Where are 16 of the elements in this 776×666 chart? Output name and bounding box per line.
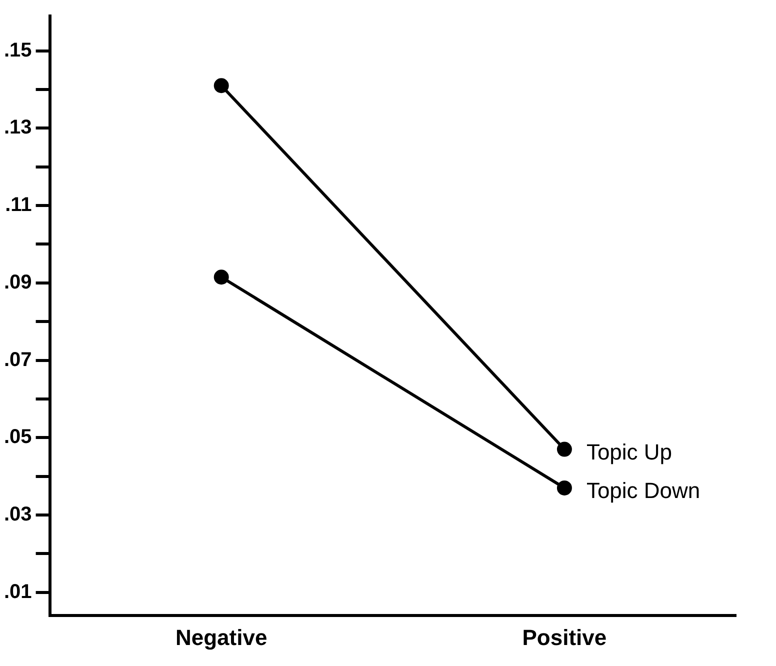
- y-tick-label: .15: [4, 39, 32, 62]
- point: [556, 442, 572, 457]
- y-tick-label: .01: [4, 580, 32, 603]
- x-tick-label: Negative: [175, 624, 268, 650]
- y-tick-label: .11: [5, 194, 32, 216]
- y-tick-label: .05: [4, 426, 32, 448]
- y-tick-label: .13: [4, 116, 32, 139]
- x-tick-label: Positive: [522, 624, 607, 650]
- y-tick-label: .03: [4, 504, 32, 526]
- series-label: Topic Up: [586, 439, 672, 464]
- point: [214, 270, 229, 285]
- point: [556, 480, 572, 496]
- point: [214, 78, 229, 94]
- y-tick-label: .07: [4, 348, 32, 371]
- series-label: Topic Down: [586, 478, 700, 504]
- y-tick-label: .09: [4, 271, 32, 294]
